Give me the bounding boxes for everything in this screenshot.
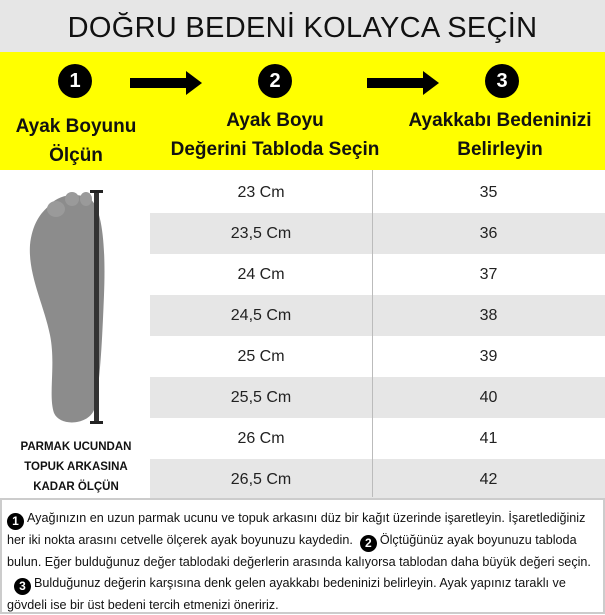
shoe-size-cell: 35 [479,184,498,201]
foot-length-cell: 26 Cm [237,430,285,447]
step-1-label: Ayak Boyunu Ölçün [15,116,137,166]
step-1-badge: 1 [58,64,92,98]
shoe-size-cell: 37 [479,266,498,283]
shoe-size-cell: 38 [479,307,498,324]
table-row: 25,5 Cm 40 [150,377,605,418]
step-2-badge: 2 [258,64,292,98]
foot-length-cell: 25 Cm [237,348,285,365]
instructions-text: 1 Ayağınızın en uzun parmak ucunu ve topu… [0,498,605,614]
shoe-size-cell: 39 [479,348,498,365]
step-1-marker: 1 [7,513,24,530]
foot-length-cell: 24 Cm [237,266,285,283]
table-row: 23 Cm 35 [150,172,605,213]
table-row: 24,5 Cm 38 [150,295,605,336]
arrow-right-icon [130,71,202,95]
shoe-size-cell: 41 [479,430,498,447]
table-row: 26,5 Cm 42 [150,459,605,500]
table-row: 24 Cm 37 [150,254,605,295]
foot-length-cell: 25,5 Cm [230,389,292,406]
table-row: 25 Cm 39 [150,336,605,377]
table-row: 26 Cm 41 [150,418,605,459]
foot-length-cell: 23,5 Cm [230,225,292,242]
page-title: DOĞRU BEDENİ KOLAYCA SEÇİN [0,0,605,52]
step-3-badge: 3 [485,64,519,98]
foot-length-cell: 23 Cm [237,184,285,201]
foot-caption: PARMAK UCUNDAN TOPUK ARKASINA KADAR ÖLÇÜN [20,441,132,493]
shoe-size-cell: 42 [479,471,498,488]
step-2-marker: 2 [359,535,377,552]
arrow-right-icon [367,71,439,95]
foot-length-cell: 26,5 Cm [230,471,292,488]
shoe-size-cell: 36 [479,225,498,242]
column-divider [372,170,373,497]
step-2-label: Ayak Boyu Değerini Tabloda Seçin [170,110,380,160]
step-3-label: Ayakkabı Bedeninizi Belirleyin [408,110,592,160]
step-3-marker: 3 [14,577,31,595]
shoe-size-cell: 40 [479,389,498,406]
foot-measure-icon [29,190,105,424]
foot-length-cell: 24,5 Cm [230,307,292,324]
steps-banner: 1 2 3 Ayak Boyunu Ölçün Ayak Boyu Değerini… [0,52,605,170]
table-row: 23,5 Cm 36 [150,213,605,254]
